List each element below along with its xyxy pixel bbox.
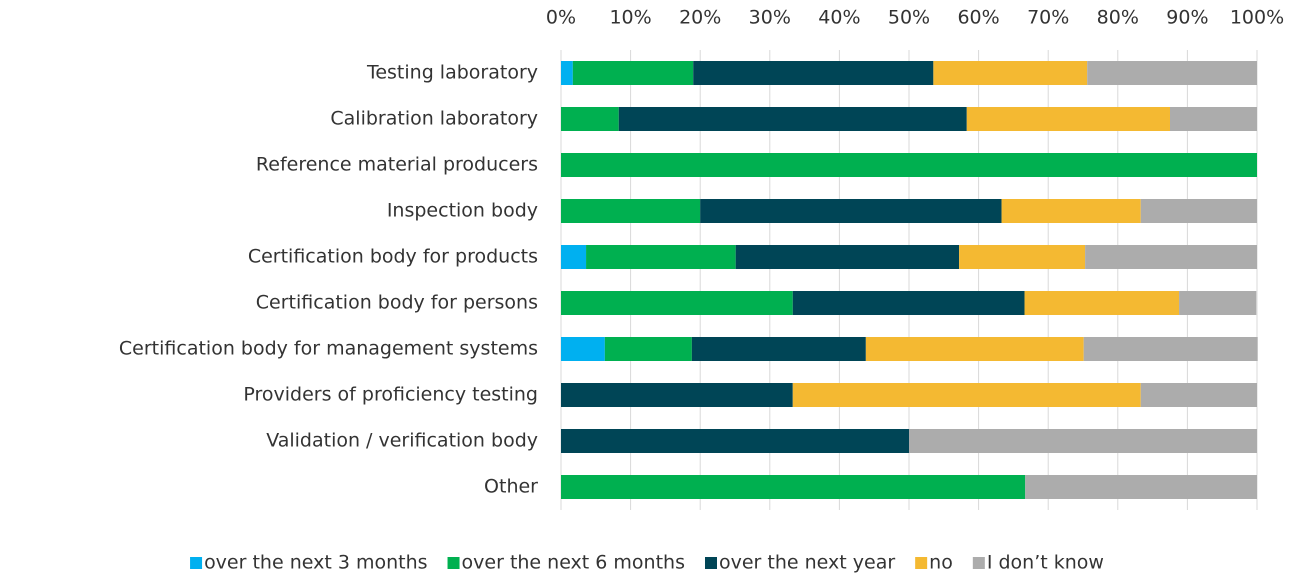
legend-swatch — [705, 557, 717, 569]
bar-segment — [561, 291, 793, 315]
bar-segment — [1140, 383, 1257, 407]
bar-segment — [561, 245, 587, 269]
bar-segment — [700, 199, 1002, 223]
x-tick-label: 80% — [1097, 7, 1139, 29]
x-tick-label: 60% — [957, 7, 999, 29]
y-tick-label: Testing laboratory — [366, 62, 538, 84]
legend-swatch — [190, 557, 203, 569]
y-tick-label: Providers of proficiency testing — [243, 384, 538, 406]
bar-segment — [792, 383, 1141, 407]
bar-segment — [1087, 61, 1257, 85]
x-tick-label: 10% — [609, 7, 651, 29]
bar-segment — [561, 61, 573, 85]
bar-segment — [691, 337, 866, 361]
bar-segment — [1083, 337, 1258, 361]
legend-label: over the next year — [719, 552, 895, 574]
bar-segment — [1001, 199, 1141, 223]
legend-label: no — [929, 552, 953, 574]
y-tick-label: Certification body for management system… — [119, 338, 538, 360]
legend-swatch — [972, 557, 985, 569]
y-tick-label: Certification body for products — [248, 246, 538, 268]
bar-segment — [1179, 291, 1257, 315]
bar-segment — [966, 107, 1170, 131]
legend-label: over the next 6 months — [462, 552, 685, 574]
y-tick-label: Certification body for persons — [256, 292, 538, 314]
bar-segment — [1024, 291, 1180, 315]
x-tick-label: 20% — [679, 7, 721, 29]
bar-segment — [909, 429, 1257, 453]
legend-swatch — [915, 557, 928, 569]
y-tick-label: Reference material producers — [256, 154, 538, 176]
y-tick-label: Calibration laboratory — [330, 108, 538, 130]
x-tick-label: 0% — [546, 7, 576, 29]
y-tick-label: Other — [484, 476, 538, 498]
bar-segment — [561, 107, 619, 131]
bar-segment — [1025, 475, 1257, 499]
bar-segment — [586, 245, 736, 269]
bar-segment — [735, 245, 960, 269]
x-tick-label: 100% — [1230, 7, 1284, 29]
bar-segment — [561, 153, 1257, 177]
bar-segment — [561, 429, 909, 453]
x-tick-label: 40% — [818, 7, 860, 29]
legend: over the next 3 months over the next 6 mo… — [190, 552, 1104, 574]
x-tick-label: 30% — [749, 7, 791, 29]
bar-segment — [959, 245, 1086, 269]
y-tick-label: Validation / verification body — [266, 430, 538, 452]
bar-segment — [572, 61, 694, 85]
legend-label: over the next 3 months — [204, 552, 427, 574]
bar-segment — [865, 337, 1084, 361]
x-tick-label: 90% — [1166, 7, 1208, 29]
bar-segment — [561, 383, 793, 407]
bar-segment — [561, 199, 701, 223]
bar-segment — [1085, 245, 1257, 269]
bar-segment — [792, 291, 1025, 315]
bar-segment — [561, 475, 1026, 499]
bar-segment — [604, 337, 692, 361]
x-tick-label: 70% — [1027, 7, 1069, 29]
legend-swatch — [447, 557, 460, 569]
bar-segment — [933, 61, 1088, 85]
y-tick-label: Inspection body — [387, 200, 538, 222]
bar-segment — [618, 107, 967, 131]
x-tick-label: 50% — [888, 7, 930, 29]
legend-label: I don’t know — [987, 552, 1104, 574]
bar-segment — [693, 61, 934, 85]
bar-segment — [561, 337, 605, 361]
bar-segment — [1170, 107, 1257, 131]
bar-segment — [1140, 199, 1257, 223]
